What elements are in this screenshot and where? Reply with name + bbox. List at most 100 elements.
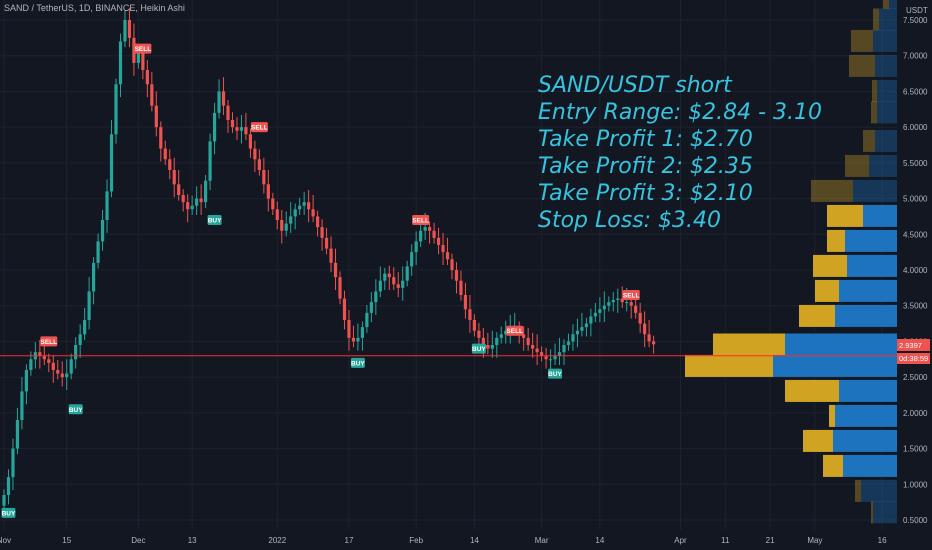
candle-body — [307, 202, 311, 210]
candle-body — [11, 448, 15, 478]
candle-body — [638, 312, 642, 324]
x-tick-label: Feb — [409, 536, 423, 545]
x-tick-label: 14 — [595, 536, 604, 545]
buy-signal-label: BUY — [208, 218, 222, 225]
volume-bar-up — [873, 29, 897, 52]
volume-bar-down — [813, 254, 847, 277]
candle-body — [96, 241, 100, 263]
candle-body — [83, 320, 87, 335]
candle-body — [410, 252, 414, 267]
candle-body — [486, 345, 490, 349]
candle-body — [423, 227, 427, 231]
y-tick-label: 3.5000 — [903, 302, 928, 311]
buy-signal-box — [471, 343, 486, 354]
candle-body — [432, 230, 436, 238]
y-tick-label: 0.5000 — [903, 516, 928, 525]
candle-body — [244, 127, 248, 135]
x-tick-label: Apr — [674, 536, 687, 545]
candle-body — [522, 334, 526, 338]
candle-body — [262, 170, 266, 185]
price-tag: 0d:38:59 — [897, 353, 930, 365]
candle-body — [557, 352, 562, 356]
candle-body — [490, 345, 494, 349]
volume-bar-up — [875, 54, 897, 77]
volume-bar-down — [883, 0, 889, 10]
chart-title: SAND / TetherUS, 1D, BINANCE, Heikin Ash… — [4, 3, 185, 13]
unit-label: USDT — [906, 6, 928, 15]
volume-bar-down — [845, 154, 869, 177]
candle-body — [607, 302, 611, 306]
candle-body — [195, 198, 199, 206]
volume-bar-up — [863, 204, 897, 227]
candle-body — [459, 280, 463, 295]
y-tick-label: 2.5000 — [903, 373, 928, 382]
volume-bar-down — [811, 179, 853, 202]
volume-bar-up — [879, 8, 897, 31]
candle-body — [100, 220, 105, 242]
volume-bar-down — [872, 79, 877, 102]
candle-body — [212, 112, 217, 142]
signal-labels: SELL BUY SELL SELL BUY BUY SELL BUY SELL BUY SELL B… — [1, 43, 640, 518]
candle-body — [553, 355, 557, 360]
sell-signal-box — [412, 215, 430, 225]
candle-body — [248, 134, 252, 149]
y-tick-label: 6.5000 — [903, 87, 928, 96]
candle-body — [566, 341, 571, 345]
candle-body — [239, 127, 244, 131]
volume-profile — [685, 0, 897, 524]
candle-body — [235, 127, 239, 131]
y-tick-label: 4.5000 — [903, 230, 928, 239]
candle-body — [163, 148, 167, 160]
candle-body — [602, 305, 606, 310]
buy-signal-label: BUY — [472, 346, 486, 353]
candle-body — [499, 334, 503, 338]
x-tick-label: Dec — [131, 536, 145, 545]
candle-body — [159, 127, 163, 149]
candle-body — [298, 205, 302, 210]
volume-bar-down — [827, 229, 845, 252]
volume-bar-up — [869, 154, 897, 177]
y-tick-label: 1.0000 — [903, 480, 928, 489]
candle-body — [280, 220, 284, 231]
price-tag: 2.9397 — [897, 340, 930, 352]
sell-signal-box — [134, 43, 152, 54]
volume-bar-up — [877, 101, 897, 124]
candle-body — [154, 105, 158, 128]
candle-body — [172, 170, 176, 185]
x-tick-label: 17 — [345, 536, 354, 545]
candle-body — [271, 198, 275, 210]
candle-body — [360, 327, 364, 338]
buy-signal-box — [548, 368, 563, 379]
candle-body — [289, 216, 293, 224]
candle-body — [450, 259, 454, 270]
x-tick-label: 2022 — [268, 536, 286, 545]
candle-body — [347, 320, 351, 338]
sell-signal-label: SELL — [623, 293, 640, 300]
y-tick-label: 4.0000 — [903, 266, 928, 275]
volume-bar-down — [799, 304, 835, 327]
volume-bar-down — [827, 204, 863, 227]
candle-body — [481, 337, 485, 345]
candle-body — [342, 298, 347, 320]
candle-body — [15, 420, 20, 449]
volume-bar-up — [839, 379, 897, 402]
volume-bar-up — [773, 354, 897, 377]
candle-body — [132, 37, 136, 63]
sell-signal-label: SELL — [506, 328, 523, 335]
candle-body — [181, 195, 185, 203]
candle-body — [221, 91, 226, 106]
trade-annotation: SAND/USDT short Entry Range: $2.84 - 3.1… — [538, 72, 822, 234]
candlestick-series — [2, 7, 656, 512]
candle-body — [625, 302, 629, 304]
buy-signal-label: BUY — [351, 360, 365, 367]
y-tick-label: 2.0000 — [903, 409, 928, 418]
y-tick-label: 7.5000 — [903, 16, 928, 25]
candle-body — [401, 280, 405, 288]
x-tick-label: 13 — [188, 536, 197, 545]
candle-body — [575, 330, 580, 335]
time-axis: Nov 15 Dec 13 2022 17 Feb 14 Mar 14 Apr 11 21 May 16 — [0, 536, 887, 545]
candle-body — [293, 209, 297, 217]
candle-body — [495, 337, 499, 345]
candle-body — [392, 277, 396, 285]
